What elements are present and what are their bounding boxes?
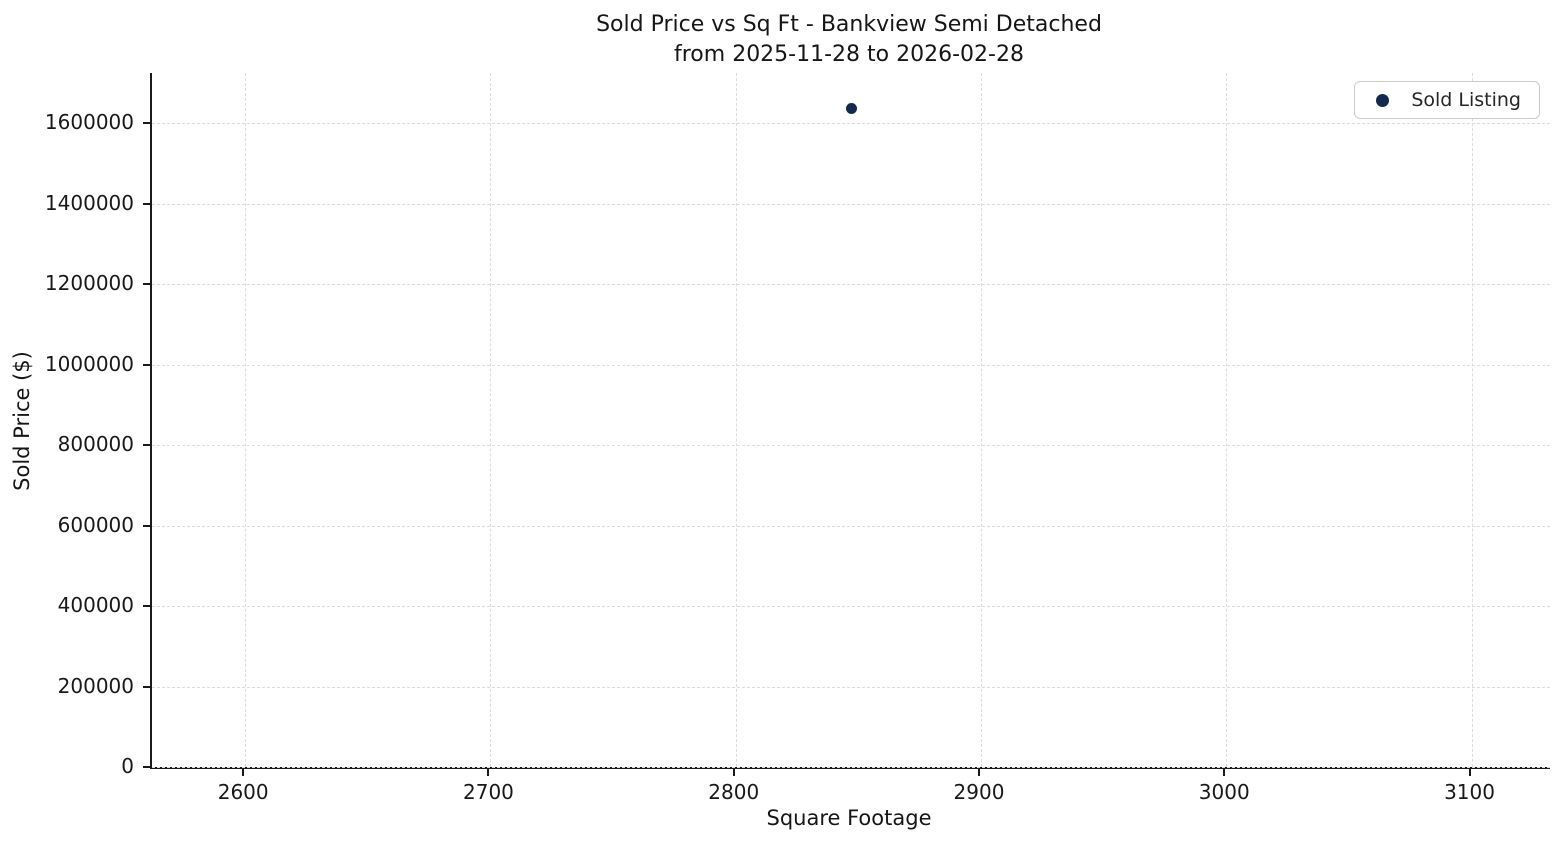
y-tick-label: 400000 bbox=[57, 593, 134, 618]
y-tick-label: 0 bbox=[121, 754, 134, 778]
y-tick-label: 600000 bbox=[57, 512, 134, 537]
x-axis-tick bbox=[487, 769, 490, 776]
gridline-horizontal bbox=[152, 445, 1550, 447]
gridline-vertical bbox=[1226, 73, 1228, 767]
chart-title-block: Sold Price vs Sq Ft - Bankview Semi Deta… bbox=[150, 10, 1548, 70]
y-tick-label: 1600000 bbox=[44, 110, 134, 135]
x-tick-label: 2800 bbox=[708, 780, 760, 804]
y-axis-tick bbox=[143, 202, 150, 205]
gridline-horizontal bbox=[152, 284, 1550, 286]
gridline-vertical bbox=[1471, 73, 1473, 767]
x-tick-label: 2700 bbox=[463, 780, 514, 804]
gridline-vertical bbox=[490, 73, 492, 767]
gridline-horizontal bbox=[152, 364, 1550, 366]
gridline-horizontal bbox=[152, 767, 1550, 768]
x-tick-label: 3000 bbox=[1198, 780, 1250, 804]
x-axis-label: Square Footage bbox=[766, 806, 932, 830]
gridline-horizontal bbox=[152, 525, 1550, 527]
y-axis-tick bbox=[143, 363, 150, 366]
gridline-vertical bbox=[980, 73, 982, 767]
y-axis-tick bbox=[143, 605, 150, 608]
y-axis-tick bbox=[143, 524, 150, 527]
y-tick-label: 1200000 bbox=[44, 271, 134, 296]
x-tick-label: 2600 bbox=[217, 780, 269, 804]
x-tick-label: 3100 bbox=[1444, 780, 1495, 804]
plot-area: Sold Listing bbox=[150, 73, 1550, 769]
gridline-horizontal bbox=[152, 123, 1550, 125]
x-axis-tick bbox=[242, 769, 245, 776]
y-axis-tick bbox=[143, 685, 150, 688]
y-axis-tick bbox=[143, 766, 150, 768]
y-tick-label: 200000 bbox=[57, 673, 134, 698]
legend: Sold Listing bbox=[1354, 81, 1540, 119]
gridline-horizontal bbox=[152, 203, 1550, 205]
x-tick-label: 2900 bbox=[953, 780, 1005, 804]
legend-marker-dot bbox=[1376, 93, 1390, 107]
data-point bbox=[845, 102, 857, 114]
x-axis-tick bbox=[732, 769, 735, 776]
y-tick-label: 800000 bbox=[57, 432, 134, 457]
gridline-horizontal bbox=[152, 606, 1550, 608]
chart-title: Sold Price vs Sq Ft - Bankview Semi Deta… bbox=[596, 12, 1102, 37]
gridline-vertical bbox=[245, 73, 247, 767]
x-axis-tick bbox=[977, 769, 980, 776]
y-axis-tick bbox=[143, 122, 150, 125]
chart-subtitle: from 2025-11-28 to 2026-02-28 bbox=[674, 42, 1024, 67]
y-axis-tick bbox=[143, 283, 150, 286]
x-axis-tick bbox=[1468, 769, 1471, 776]
y-axis-tick bbox=[143, 444, 150, 447]
x-axis-tick bbox=[1223, 769, 1226, 776]
gridline-horizontal bbox=[152, 686, 1550, 688]
legend-label: Sold Listing bbox=[1411, 89, 1521, 111]
gridline-vertical bbox=[735, 73, 737, 767]
y-tick-label: 1400000 bbox=[44, 190, 134, 215]
y-tick-label: 1000000 bbox=[44, 351, 134, 376]
